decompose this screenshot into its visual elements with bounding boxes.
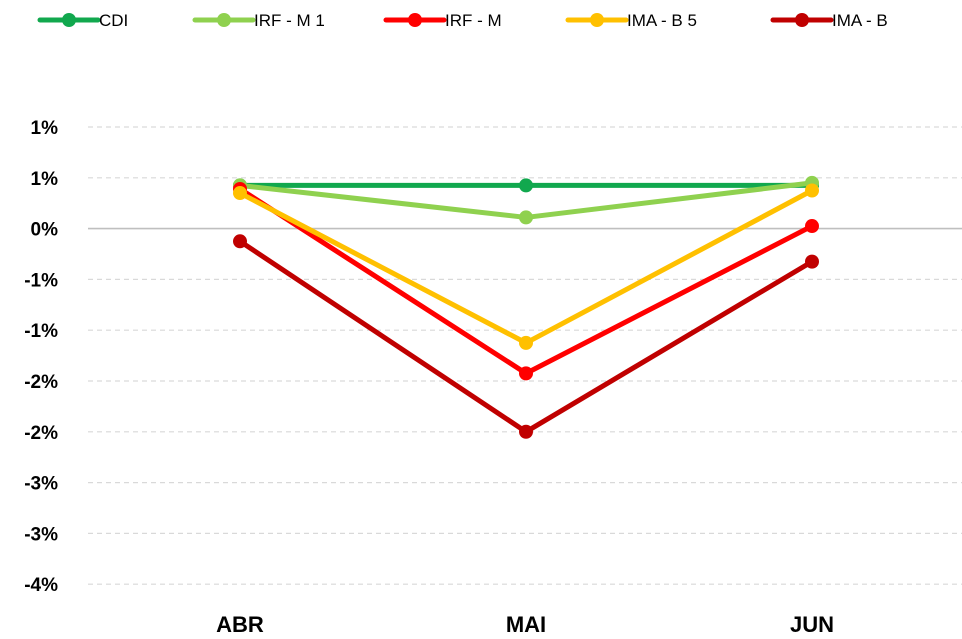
y-tick-label: 1% (31, 169, 59, 190)
x-tick-label-jun: JUN (790, 612, 834, 637)
series-ima-b-5 (233, 183, 819, 350)
series-ima-b (233, 234, 819, 439)
data-point-ima-b-abr (233, 234, 247, 249)
legend-item-cdi: CDI (37, 11, 128, 30)
data-point-ima-b-5-jun (805, 183, 819, 198)
gridlines (88, 126, 962, 585)
legend: CDI IRF - M 1 IRF - M IMA - B 5 IMA - B (37, 11, 888, 30)
data-point-irf-m-jun (805, 219, 819, 234)
legend-label: IMA - B 5 (627, 11, 697, 30)
data-point-irf-m-1-mai (519, 210, 533, 225)
legend-swatch-marker (590, 13, 604, 27)
x-tick-label-abr: ABR (216, 612, 264, 637)
data-point-ima-b-5-abr (233, 186, 247, 201)
y-axis-ticks: 1% 1% 0% -1% -1% -2% -2% -3% -3% -4% (24, 118, 58, 596)
y-tick-label: 1% (31, 118, 59, 139)
y-tick-label: -2% (24, 423, 58, 444)
y-tick-label: -2% (24, 372, 58, 393)
legend-swatch-marker (795, 13, 809, 27)
legend-label: IMA - B (832, 11, 888, 30)
data-point-cdi-mai (519, 178, 533, 193)
y-tick-label: -3% (24, 524, 58, 545)
legend-label: CDI (99, 11, 128, 30)
data-point-ima-b-jun (805, 254, 819, 269)
legend-item-irf-m-1: IRF - M 1 (192, 11, 325, 30)
x-axis-ticks: ABR MAI JUN (216, 612, 834, 637)
y-tick-label: 0% (31, 220, 59, 241)
legend-item-ima-b: IMA - B (770, 11, 888, 30)
legend-swatch-marker (62, 13, 76, 27)
y-tick-label: -3% (24, 474, 58, 495)
data-point-ima-b-5-mai (519, 335, 533, 350)
y-tick-label: -1% (24, 270, 58, 291)
legend-label: IRF - M 1 (254, 11, 325, 30)
data-point-irf-m-mai (519, 366, 533, 381)
legend-swatch-marker (408, 13, 422, 27)
data-point-ima-b-mai (519, 424, 533, 439)
y-tick-label: -1% (24, 321, 58, 342)
legend-label: IRF - M (445, 11, 502, 30)
legend-item-irf-m: IRF - M (383, 11, 502, 30)
legend-swatch-marker (217, 13, 231, 27)
y-tick-label: -4% (24, 575, 58, 596)
x-tick-label-mai: MAI (506, 612, 546, 637)
legend-item-ima-b-5: IMA - B 5 (565, 11, 697, 30)
series-lines (233, 175, 819, 439)
